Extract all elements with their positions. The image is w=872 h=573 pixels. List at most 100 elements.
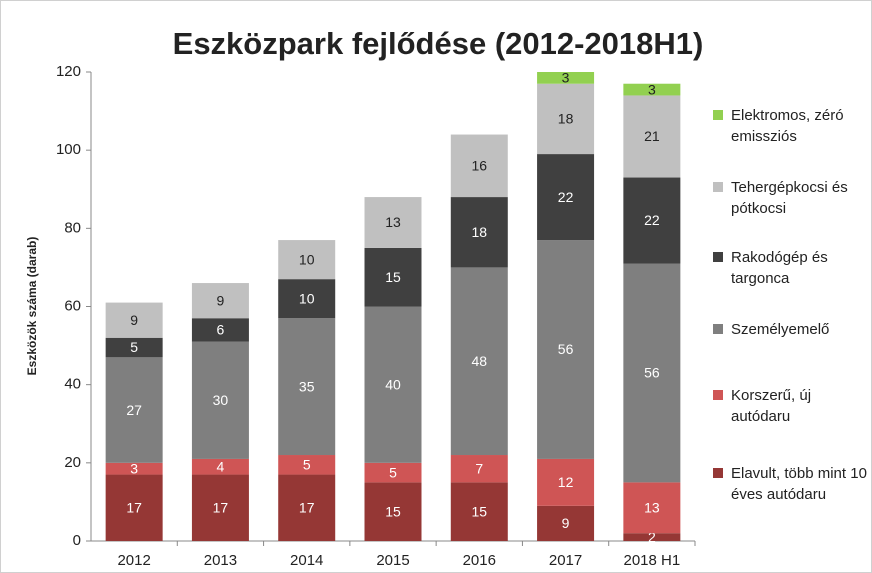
legend-swatch bbox=[713, 182, 723, 192]
data-label: 13 bbox=[644, 499, 660, 515]
x-tick-label: 2014 bbox=[290, 552, 323, 569]
data-label: 5 bbox=[389, 464, 397, 480]
data-label: 22 bbox=[558, 189, 574, 205]
bar-segment bbox=[450, 134, 508, 198]
data-label: 3 bbox=[130, 460, 138, 476]
data-label: 10 bbox=[299, 290, 315, 306]
legend-label: Rakodógép és targonca bbox=[731, 249, 828, 287]
data-label: 6 bbox=[217, 322, 225, 338]
bar-segment bbox=[278, 240, 336, 280]
data-label: 30 bbox=[213, 392, 229, 408]
bar-segment bbox=[623, 95, 681, 178]
bar-segment bbox=[364, 247, 422, 307]
data-label: 17 bbox=[213, 499, 229, 515]
y-axis-label: Eszközök száma (darab) bbox=[25, 237, 39, 376]
data-label: 13 bbox=[385, 214, 401, 230]
data-label: 9 bbox=[217, 292, 225, 308]
bar-segment bbox=[623, 533, 681, 541]
data-label: 7 bbox=[475, 460, 483, 476]
bar-segment bbox=[105, 357, 163, 463]
x-tick-label: 2013 bbox=[204, 552, 237, 569]
bar-segment bbox=[450, 267, 508, 456]
legend-label: Elavult, több mint 10 éves autódaru bbox=[731, 465, 867, 503]
x-tick-label: 2015 bbox=[376, 552, 409, 569]
bar-segment bbox=[364, 306, 422, 463]
bar-segment bbox=[105, 462, 163, 475]
bar-segment bbox=[537, 505, 595, 541]
bar-segment bbox=[364, 197, 422, 248]
bar-segment bbox=[191, 474, 249, 541]
legend-swatch bbox=[713, 390, 723, 400]
legend-swatch bbox=[713, 252, 723, 262]
x-tick-label: 2016 bbox=[463, 552, 496, 569]
data-label: 5 bbox=[303, 456, 311, 472]
bar-segment bbox=[105, 474, 163, 541]
bar-segment bbox=[278, 279, 336, 319]
data-label: 18 bbox=[558, 111, 574, 127]
y-tick-label: 80 bbox=[64, 219, 81, 236]
x-tick-label: 2018 H1 bbox=[623, 552, 680, 569]
bar-segment bbox=[364, 462, 422, 483]
data-label: 10 bbox=[299, 251, 315, 267]
data-label: 16 bbox=[471, 158, 487, 174]
data-label: 9 bbox=[562, 515, 570, 531]
bar-segment bbox=[191, 458, 249, 475]
x-tick-label: 2017 bbox=[549, 552, 582, 569]
y-tick-label: 60 bbox=[64, 297, 81, 314]
data-label: 15 bbox=[385, 269, 401, 285]
data-label: 15 bbox=[471, 503, 487, 519]
legend-item: Személyemelő bbox=[713, 319, 868, 340]
legend-item: Tehergépkocsi és pótkocsi bbox=[713, 177, 868, 219]
y-tick-label: 40 bbox=[64, 376, 81, 393]
data-label: 3 bbox=[562, 70, 570, 86]
legend-item: Korszerű, új autódaru bbox=[713, 385, 868, 427]
data-label: 9 bbox=[130, 312, 138, 328]
bar-segment bbox=[450, 482, 508, 541]
legend-item: Rakodógép és targonca bbox=[713, 247, 868, 289]
data-label: 3 bbox=[648, 81, 656, 97]
legend-swatch bbox=[713, 468, 723, 478]
data-label: 35 bbox=[299, 378, 315, 394]
legend-label: Tehergépkocsi és pótkocsi bbox=[731, 179, 848, 217]
data-label: 18 bbox=[471, 224, 487, 240]
bar-segment bbox=[623, 482, 681, 534]
data-label: 12 bbox=[558, 474, 574, 490]
y-tick-label: 100 bbox=[56, 141, 81, 158]
bar-segment bbox=[450, 455, 508, 483]
bar-segment bbox=[191, 318, 249, 342]
bar-segment bbox=[623, 177, 681, 264]
bar-segment bbox=[623, 263, 681, 483]
x-tick-label: 2012 bbox=[117, 552, 150, 569]
data-label: 5 bbox=[130, 339, 138, 355]
data-label: 2 bbox=[648, 529, 656, 545]
bar-segment bbox=[278, 318, 336, 456]
bar-segment bbox=[537, 458, 595, 506]
y-tick-label: 120 bbox=[56, 63, 81, 80]
data-label: 15 bbox=[385, 503, 401, 519]
bar-segment bbox=[623, 83, 681, 96]
bar-segment bbox=[105, 302, 163, 338]
chart-title: Eszközpark fejlődése (2012-2018H1) bbox=[173, 26, 704, 61]
bar-segment bbox=[105, 337, 163, 358]
data-label: 22 bbox=[644, 212, 660, 228]
bar-segment bbox=[537, 72, 595, 84]
legend-swatch bbox=[713, 110, 723, 120]
bar-segment bbox=[537, 154, 595, 241]
legend-item: Elavult, több mint 10 éves autódaru bbox=[713, 463, 868, 505]
legend-label: Személyemelő bbox=[731, 321, 830, 338]
bar-segment bbox=[191, 341, 249, 459]
data-label: 27 bbox=[126, 402, 142, 418]
data-label: 56 bbox=[644, 365, 660, 381]
legend-label: Korszerű, új autódaru bbox=[731, 387, 812, 425]
data-label: 17 bbox=[299, 499, 315, 515]
data-label: 56 bbox=[558, 341, 574, 357]
legend-label: Elektromos, zéró emissziós bbox=[731, 107, 844, 145]
y-tick-label: 0 bbox=[73, 532, 81, 549]
bar-segment bbox=[364, 482, 422, 541]
bar-segment bbox=[191, 283, 249, 319]
bar-segment bbox=[537, 83, 595, 155]
data-label: 48 bbox=[471, 353, 487, 369]
data-label: 21 bbox=[644, 128, 660, 144]
bar-segment bbox=[278, 455, 336, 475]
